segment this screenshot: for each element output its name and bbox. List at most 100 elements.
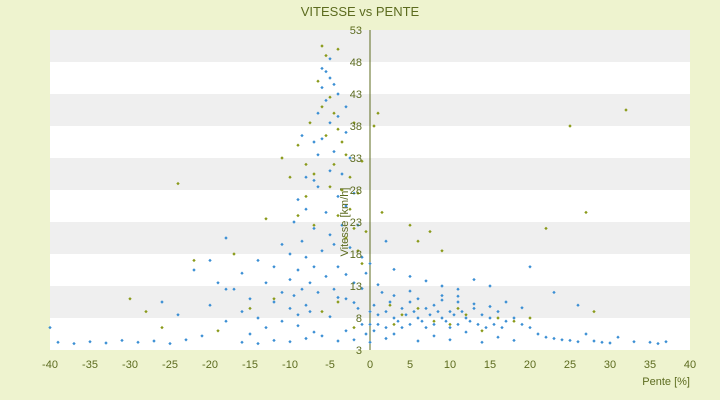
- x-tick-labels: -40 -35 -30 -25 -20 -15 -10 -5 0 5 10 15 20 25 30 35 40: [42, 359, 696, 371]
- data-point-series-1: [240, 271, 244, 275]
- data-point-series-1: [240, 309, 244, 314]
- data-point-series-1: [208, 258, 212, 263]
- data-point-series-1: [224, 319, 228, 323]
- data-point-series-1: [56, 340, 60, 344]
- y-tick-label: 13: [350, 281, 362, 293]
- x-tick-label: 35: [644, 359, 656, 371]
- data-point-series-2: [232, 252, 236, 256]
- data-point-series-1: [240, 340, 244, 344]
- x-tick-label: 0: [367, 359, 373, 371]
- data-point-series-1: [192, 268, 196, 272]
- data-point-series-2: [592, 309, 596, 314]
- data-point-series-1: [512, 316, 516, 320]
- data-point-series-1: [584, 332, 588, 336]
- x-axis-label: Pente [%]: [642, 376, 690, 388]
- data-point-series-2: [160, 325, 164, 330]
- data-point-series-1: [616, 335, 620, 339]
- x-tick-label: -35: [82, 359, 98, 371]
- data-point-series-1: [608, 341, 612, 345]
- data-point-series-2: [568, 124, 572, 128]
- chart-title: VITESSE vs PENTE: [301, 4, 420, 19]
- data-point-series-2: [512, 319, 516, 323]
- x-tick-label: -25: [162, 359, 178, 371]
- data-point-series-1: [208, 303, 212, 307]
- x-tick-label: 20: [524, 359, 536, 371]
- data-point-series-2: [528, 316, 532, 320]
- data-point-series-1: [664, 340, 668, 344]
- y-tick-label: 18: [350, 249, 362, 261]
- data-point-series-1: [536, 332, 540, 336]
- data-point-series-2: [144, 309, 148, 314]
- data-point-series-2: [216, 329, 220, 333]
- y-axis-label: Vitesse [km/h]: [339, 188, 351, 257]
- data-point-series-1: [528, 325, 532, 330]
- x-tick-label: -20: [202, 359, 218, 371]
- data-point-series-1: [324, 69, 328, 74]
- y-tick-label: 43: [350, 89, 362, 101]
- data-point-series-2: [128, 297, 132, 301]
- y-tick-label: 53: [350, 25, 362, 37]
- data-point-series-2: [624, 108, 628, 112]
- data-point-series-1: [136, 340, 140, 344]
- y-tick-label: 38: [350, 121, 362, 133]
- x-tick-label: 30: [604, 359, 616, 371]
- data-point-series-1: [152, 339, 156, 343]
- data-point-series-2: [328, 95, 332, 99]
- data-point-series-1: [576, 303, 580, 307]
- x-tick-label: -30: [122, 359, 138, 371]
- data-point-series-1: [176, 313, 180, 317]
- data-point-series-1: [224, 236, 228, 240]
- data-point-series-1: [248, 332, 252, 336]
- x-tick-label: 15: [484, 359, 496, 371]
- data-point-series-1: [576, 340, 580, 344]
- data-point-series-1: [200, 334, 204, 338]
- data-point-series-1: [328, 76, 332, 80]
- x-tick-label: 40: [684, 359, 696, 371]
- data-point-series-2: [544, 226, 548, 231]
- y-tick-label: 28: [350, 185, 362, 197]
- data-point-series-1: [316, 111, 320, 115]
- data-point-series-1: [320, 85, 324, 90]
- data-point-series-1: [632, 340, 636, 344]
- data-point-series-1: [552, 336, 556, 341]
- data-point-series-1: [248, 297, 252, 301]
- data-point-series-2: [372, 124, 376, 128]
- data-point-series-1: [48, 325, 52, 330]
- data-point-series-1: [544, 335, 548, 339]
- data-point-series-2: [320, 44, 324, 48]
- data-point-series-1: [120, 338, 124, 343]
- x-tick-label: 5: [407, 359, 413, 371]
- data-point-series-1: [224, 287, 228, 291]
- y-tick-label: 3: [356, 345, 362, 357]
- data-point-series-1: [232, 287, 236, 291]
- x-tick-label: -10: [282, 359, 298, 371]
- data-point-series-1: [336, 92, 340, 96]
- data-point-series-1: [216, 281, 220, 285]
- data-point-series-2: [324, 53, 328, 58]
- data-point-series-2: [336, 47, 340, 51]
- data-point-series-1: [168, 341, 172, 346]
- x-tick-label: -40: [42, 359, 58, 371]
- data-point-series-2: [332, 111, 336, 115]
- y-tick-label: 8: [356, 313, 362, 325]
- x-tick-label: 25: [564, 359, 576, 371]
- data-point-series-2: [584, 210, 588, 215]
- data-point-series-1: [160, 300, 164, 304]
- data-point-series-1: [656, 341, 660, 346]
- data-point-series-2: [248, 306, 252, 311]
- data-point-series-1: [184, 338, 188, 342]
- data-point-series-1: [592, 339, 596, 343]
- data-point-series-2: [376, 111, 380, 115]
- y-tick-label: 48: [350, 57, 362, 69]
- x-tick-label: -15: [242, 359, 258, 371]
- x-tick-label: 10: [444, 359, 456, 371]
- y-tick-label: 23: [350, 217, 362, 229]
- data-point-series-2: [316, 79, 320, 83]
- data-point-series-1: [328, 57, 332, 61]
- x-tick-label: -5: [325, 359, 335, 371]
- data-point-series-2: [192, 258, 196, 263]
- y-tick-label: 33: [350, 153, 362, 165]
